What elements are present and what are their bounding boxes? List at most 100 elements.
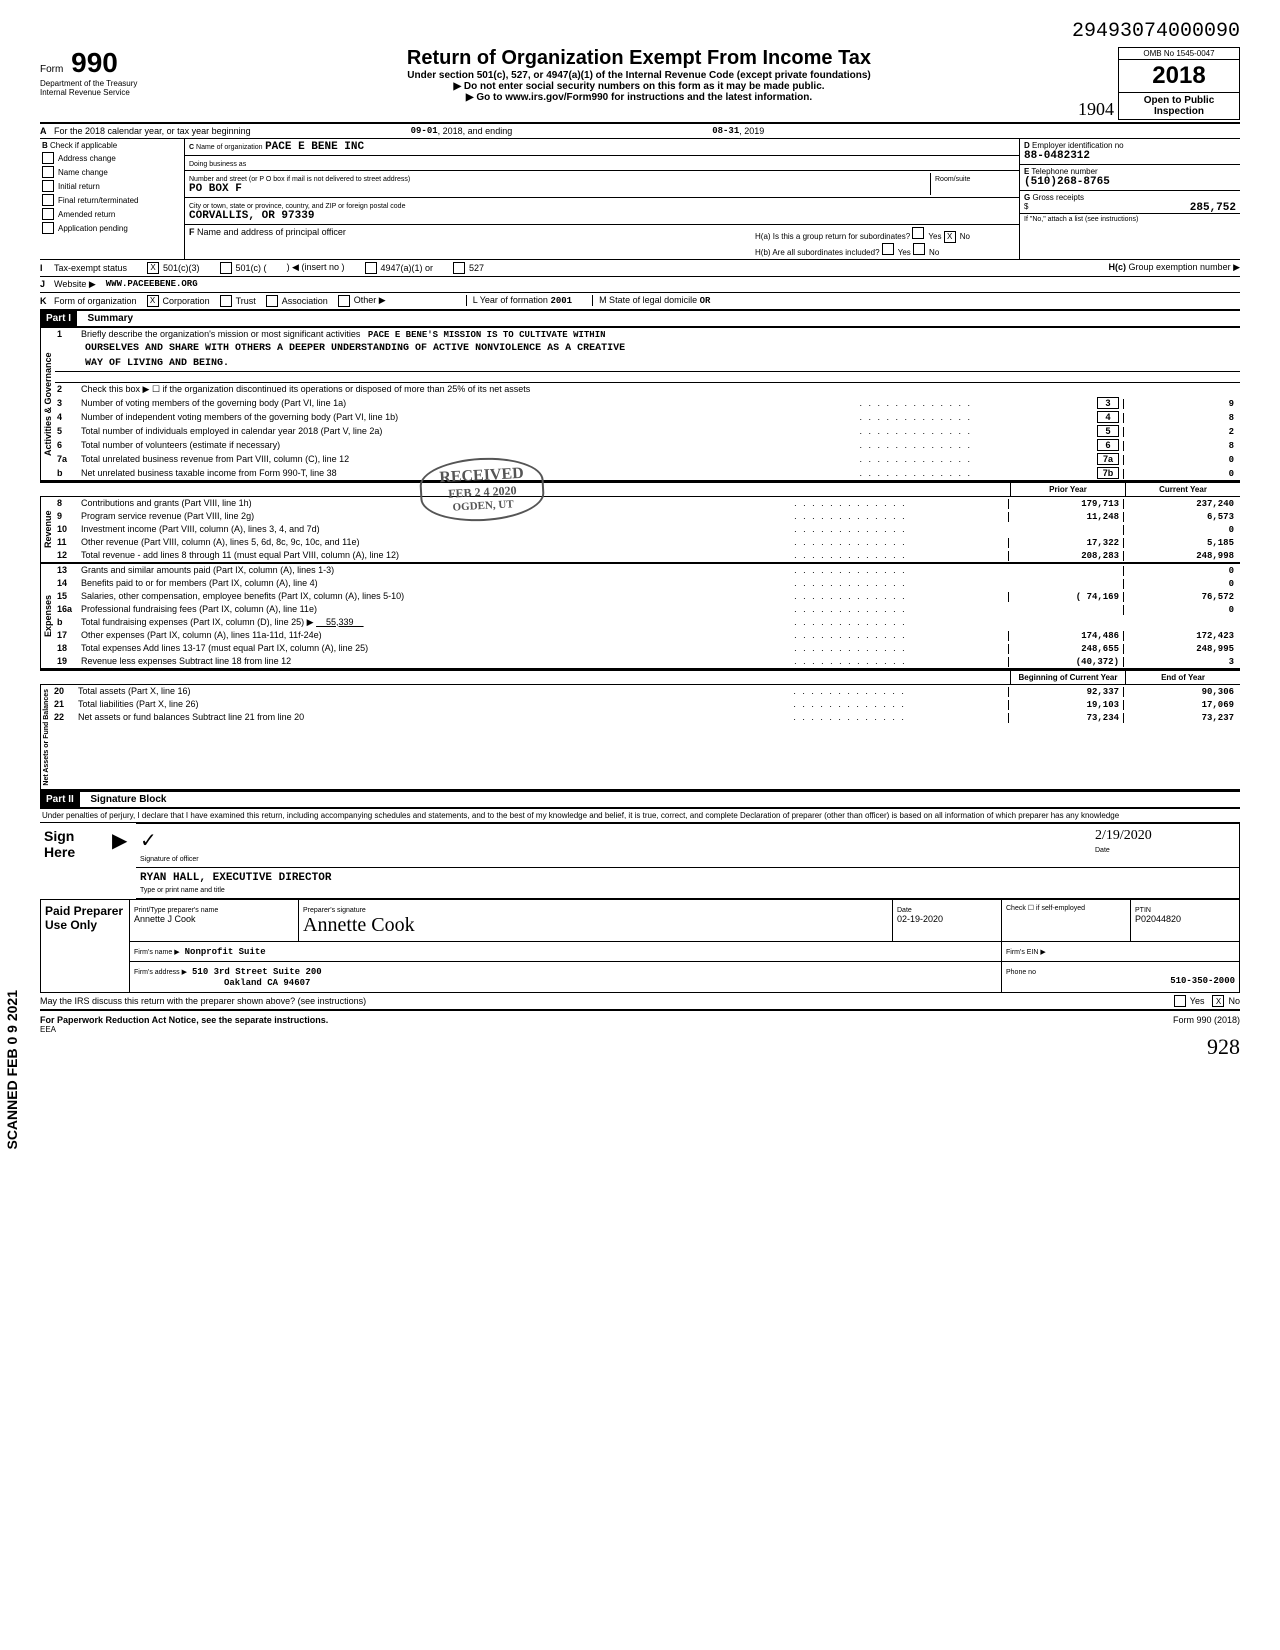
h1b: H(b) Are all subordinates included? bbox=[755, 248, 880, 257]
check-address-label: Address change bbox=[58, 154, 116, 163]
insert-no: ) ◀ (insert no ) bbox=[287, 262, 345, 273]
part2-header: Part II bbox=[40, 792, 80, 807]
year-header: Prior Year Current Year bbox=[40, 482, 1240, 497]
ein: 88-0482312 bbox=[1024, 150, 1090, 162]
check-amended[interactable] bbox=[42, 208, 54, 220]
firm-ein-label: Firm's EIN ▶ bbox=[1006, 949, 1046, 956]
subtitle2: ▶ Do not enter social security numbers o… bbox=[200, 81, 1078, 92]
firm-phone-label: Phone no bbox=[1006, 969, 1036, 976]
prep-sig-label: Preparer's signature bbox=[303, 907, 366, 914]
subtitle3: ▶ Go to www.irs.gov/Form990 for instruct… bbox=[200, 92, 1078, 103]
net-vert-label: Net Assets or Fund Balances bbox=[40, 685, 52, 790]
eoy-hdr: End of Year bbox=[1125, 671, 1240, 684]
discuss-no[interactable]: X bbox=[1212, 995, 1224, 1007]
check-pending-label: Application pending bbox=[58, 224, 128, 233]
check-trust[interactable] bbox=[220, 295, 232, 307]
top-right-code: 29493074000090 bbox=[40, 20, 1240, 43]
paid-preparer: Paid Preparer Use Only bbox=[45, 904, 125, 932]
table-row: 8Contributions and grants (Part VIII, li… bbox=[55, 497, 1240, 510]
tax-begin: 09-01 bbox=[411, 126, 438, 136]
sig-date-label: Date bbox=[1095, 847, 1110, 854]
page-handwrite: 928 bbox=[40, 1034, 1240, 1060]
table-row: 16aProfessional fundraising fees (Part I… bbox=[55, 603, 1240, 616]
table-row: 14Benefits paid to or for members (Part … bbox=[55, 577, 1240, 590]
opt-trust: Trust bbox=[236, 296, 256, 306]
row-j: J Website ▶ WWW.PACEEBENE.ORG bbox=[40, 277, 1240, 293]
eea: EEA bbox=[40, 1025, 1240, 1034]
check-if-app: Check if applicable bbox=[50, 141, 117, 150]
gov-vert-label: Activities & Governance bbox=[40, 328, 55, 480]
label-b: B bbox=[42, 141, 48, 150]
check-corp[interactable]: X bbox=[147, 295, 159, 307]
opt-501c3: 501(c)(3) bbox=[163, 263, 200, 273]
prep-check: Check ☐ if self-employed bbox=[1002, 900, 1131, 942]
discuss-no-lbl: No bbox=[1228, 996, 1240, 1006]
rev-vert-label: Revenue bbox=[40, 497, 55, 562]
line1-val: PACE E BENE'S MISSION IS TO CULTIVATE WI… bbox=[368, 330, 606, 340]
discuss-row: May the IRS discuss this return with the… bbox=[40, 993, 1240, 1011]
prep-name-label: Print/Type preparer's name bbox=[134, 907, 218, 914]
room-label: Room/suite bbox=[935, 176, 970, 183]
table-row: 4Number of independent voting members of… bbox=[55, 410, 1240, 424]
check-address[interactable] bbox=[42, 152, 54, 164]
row-a-mid: , 2018, and ending bbox=[438, 126, 513, 136]
opt-corp: Corporation bbox=[163, 296, 210, 306]
discuss-yes[interactable] bbox=[1174, 995, 1186, 1007]
prep-date: 02-19-2020 bbox=[897, 914, 943, 924]
signature-table: Sign Here ▶ ✓Signature of officer 2/19/2… bbox=[40, 823, 1240, 899]
h1b-yes[interactable] bbox=[882, 243, 894, 255]
governance-section: Activities & Governance 1Briefly describ… bbox=[40, 328, 1240, 482]
firm-addr: 510 3rd Street Suite 200 bbox=[192, 967, 322, 977]
prep-signature: Annette Cook bbox=[303, 914, 415, 936]
scanned-stamp: SCANNED FEB 0 9 2021 bbox=[4, 990, 20, 1150]
label-f: F bbox=[189, 227, 195, 237]
table-row: 6Total number of volunteers (estimate if… bbox=[55, 438, 1240, 452]
line1-num: 1 bbox=[57, 329, 81, 339]
row-a: A For the 2018 calendar year, or tax yea… bbox=[40, 124, 1240, 139]
table-row: 9Program service revenue (Part VIII, lin… bbox=[55, 510, 1240, 523]
table-row: 11Other revenue (Part VIII, column (A), … bbox=[55, 536, 1240, 549]
part1-title: Summary bbox=[88, 313, 134, 324]
check-final[interactable] bbox=[42, 194, 54, 206]
h1b-yes-lbl: Yes bbox=[898, 248, 911, 257]
h1a: H(a) Is this a group return for subordin… bbox=[755, 232, 910, 241]
domicile: OR bbox=[700, 296, 711, 306]
check-initial[interactable] bbox=[42, 180, 54, 192]
mission-3: WAY OF LIVING AND BEING. bbox=[55, 356, 1240, 372]
h1b-no[interactable] bbox=[913, 243, 925, 255]
h1a-no[interactable]: X bbox=[944, 231, 956, 243]
e-text: Telephone number bbox=[1031, 167, 1097, 176]
type-name-label: Type or print name and title bbox=[140, 887, 225, 894]
revenue-section: Revenue 8Contributions and grants (Part … bbox=[40, 497, 1240, 564]
firm-name: Nonprofit Suite bbox=[185, 947, 266, 957]
check-501c[interactable] bbox=[220, 262, 232, 274]
exp-vert-label: Expenses bbox=[40, 564, 55, 668]
table-row: 7aTotal unrelated business revenue from … bbox=[55, 452, 1240, 466]
check-other[interactable] bbox=[338, 295, 350, 307]
h1a-yes[interactable] bbox=[912, 227, 924, 239]
check-name[interactable] bbox=[42, 166, 54, 178]
name-label: Name of organization bbox=[196, 144, 263, 151]
check-527[interactable] bbox=[453, 262, 465, 274]
check-assoc[interactable] bbox=[266, 295, 278, 307]
header-row: Form 990 Department of the Treasury Inte… bbox=[40, 47, 1240, 124]
dept2: Internal Revenue Service bbox=[40, 88, 200, 97]
dept1: Department of the Treasury bbox=[40, 79, 200, 88]
paperwork: For Paperwork Reduction Act Notice, see … bbox=[40, 1015, 328, 1025]
boy-hdr: Beginning of Current Year bbox=[1010, 671, 1125, 684]
table-row: 19Revenue less expenses Subtract line 18… bbox=[55, 655, 1240, 668]
prep-name: Annette J Cook bbox=[134, 914, 196, 924]
row-k: K Form of organization XCorporation Trus… bbox=[40, 293, 1240, 310]
table-row: bTotal fundraising expenses (Part IX, co… bbox=[55, 616, 1240, 629]
check-501c3[interactable]: X bbox=[147, 262, 159, 274]
check-initial-label: Initial return bbox=[58, 182, 100, 191]
check-pending[interactable] bbox=[42, 222, 54, 234]
initials-handwritten: 1904 bbox=[1078, 99, 1118, 120]
check-4947[interactable] bbox=[365, 262, 377, 274]
table-row: 3Number of voting members of the governi… bbox=[55, 396, 1240, 410]
firm-name-label: Firm's name ▶ bbox=[134, 949, 180, 956]
hc-label: H(c) bbox=[1109, 262, 1127, 272]
table-row: 5Total number of individuals employed in… bbox=[55, 424, 1240, 438]
h-note: If "No," attach a list (see instructions… bbox=[1024, 216, 1138, 223]
city: CORVALLIS, OR 97339 bbox=[189, 210, 314, 222]
